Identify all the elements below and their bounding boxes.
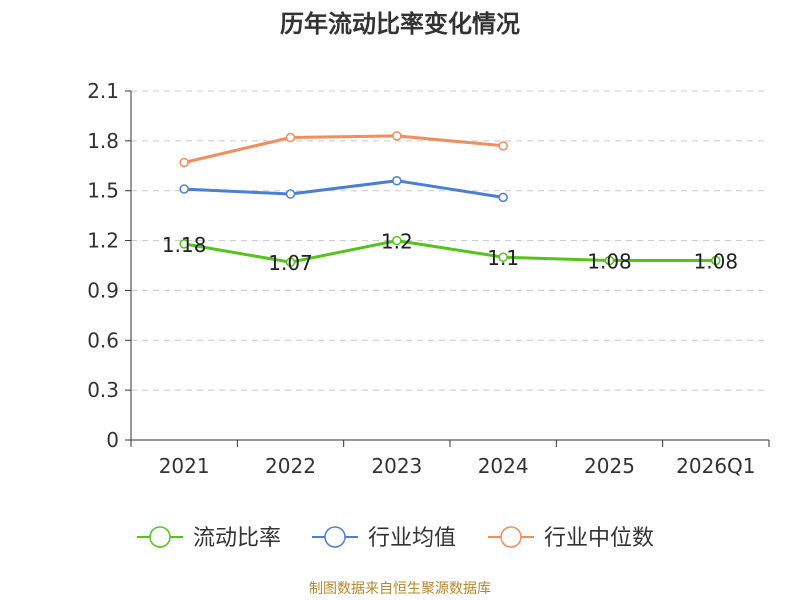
legend-marker xyxy=(149,526,171,548)
chart-title: 历年流动比率变化情况 xyxy=(280,10,520,38)
x-tick-label: 2025 xyxy=(584,454,635,478)
y-tick-label: 1.5 xyxy=(87,179,119,203)
data-point[interactable] xyxy=(285,189,296,199)
data-label: 1.08 xyxy=(587,250,632,274)
series-line-1 xyxy=(184,179,504,199)
data-point[interactable] xyxy=(285,257,296,267)
series-line-0 xyxy=(183,239,716,264)
y-tick-label: 0.9 xyxy=(87,278,119,302)
data-label: 1.08 xyxy=(694,250,739,274)
y-tick-label: 1.2 xyxy=(87,229,119,253)
data-point[interactable] xyxy=(604,255,615,266)
data-point[interactable] xyxy=(392,235,402,246)
data-point[interactable] xyxy=(498,252,508,262)
x-tick-label: 2023 xyxy=(371,454,422,478)
data-point[interactable] xyxy=(498,141,508,151)
data-label: 1.18 xyxy=(162,233,207,257)
legend-item-0[interactable]: 流动比率 xyxy=(137,526,281,551)
grid-lines xyxy=(131,90,769,391)
data-point[interactable] xyxy=(179,184,189,194)
legend[interactable]: 流动比率 行业均值 行业中位数 xyxy=(137,526,654,551)
data-label: 1.2 xyxy=(381,230,413,254)
legend-marker xyxy=(324,526,346,548)
legend-label: 行业中位数 xyxy=(544,526,654,551)
legend-marker xyxy=(500,526,522,548)
data-point[interactable] xyxy=(392,175,402,186)
legend-item-2[interactable]: 行业中位数 xyxy=(488,526,654,551)
data-point[interactable] xyxy=(179,157,189,168)
y-tick-label: 1.8 xyxy=(87,129,119,153)
data-labels: 1.18 1.07 1.2 1.1 1.08 1.08 xyxy=(162,230,738,276)
y-tick-label: 2.1 xyxy=(87,79,119,103)
data-label: 1.1 xyxy=(487,246,519,270)
series-group xyxy=(179,131,721,267)
data-point[interactable] xyxy=(711,255,721,266)
y-tick-label: 0 xyxy=(106,428,119,452)
legend-label: 行业均值 xyxy=(368,526,456,551)
x-tick-label: 2026Q1 xyxy=(676,454,755,478)
data-point[interactable] xyxy=(285,132,296,143)
y-tick-label: 0.3 xyxy=(87,378,119,402)
series-line-2 xyxy=(183,134,504,164)
y-tick-label: 0.6 xyxy=(87,328,119,352)
data-point[interactable] xyxy=(498,192,508,203)
data-label: 1.07 xyxy=(268,251,313,275)
data-point[interactable] xyxy=(179,239,189,249)
x-tick-label: 2021 xyxy=(159,454,210,478)
source-note: 制图数据来自恒生聚源数据库 xyxy=(309,581,491,597)
data-point[interactable] xyxy=(392,131,402,141)
legend-item-1[interactable]: 行业均值 xyxy=(312,526,456,551)
axes: 0 0.3 0.6 0.9 1.2 1.5 1.8 2.1 2021 2022 2023 2024 20… xyxy=(87,79,770,478)
legend-label: 流动比率 xyxy=(193,526,281,551)
x-tick-label: 2022 xyxy=(265,454,316,478)
x-tick-label: 2024 xyxy=(478,454,529,478)
